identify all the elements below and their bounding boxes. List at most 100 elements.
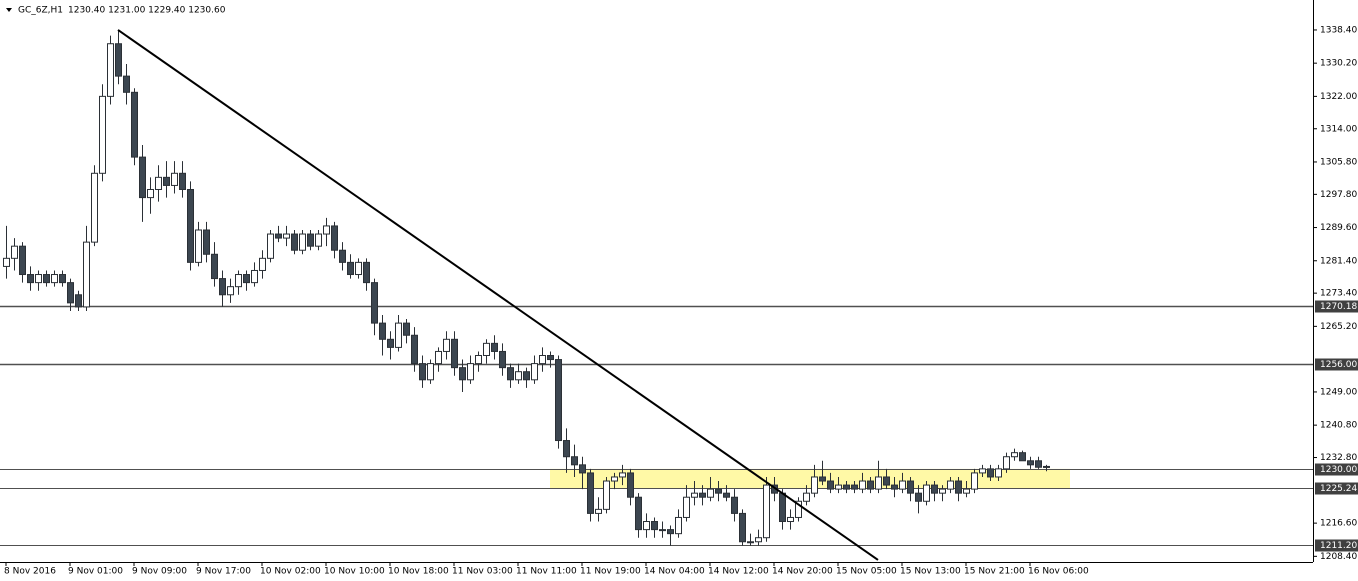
candle-body [867,480,874,490]
symbol: GC_6Z,H1 [18,6,63,16]
candle-body [523,371,530,381]
candle-body [107,43,114,97]
candle-body [43,274,50,284]
candle-body [227,286,234,296]
candle-body [627,472,634,498]
x-tick-label: 11 Nov 11:00 [516,567,577,577]
candle-body [843,484,850,490]
candle-body [219,278,226,296]
menu-arrow[interactable] [6,8,12,12]
candle-body [1043,465,1050,468]
candle-body [11,245,18,259]
candle-body [491,342,498,352]
candle-body [1027,460,1034,466]
x-tick-label: 10 Nov 10:00 [324,567,385,577]
candle-body [931,484,938,494]
candle-body [539,355,546,365]
candle-body [587,472,594,514]
candle-body [803,492,810,502]
candle-body [387,338,394,348]
x-tick-label: 11 Nov 03:00 [452,567,513,577]
y-tick-label: 1330.20 [1320,59,1357,69]
candle-body [99,95,106,174]
x-tick-label: 15 Nov 05:00 [836,567,897,577]
candle-body [891,484,898,490]
level-label: 1230.00 [1320,465,1357,475]
candle-body [307,233,314,247]
candle-body [515,371,522,381]
candle-body [139,156,146,199]
level-label-box [1315,539,1358,552]
candle-body [779,492,786,523]
y-tick-label: 1249.00 [1320,387,1357,397]
x-tick-label: 15 Nov 13:00 [900,567,961,577]
candle-body [339,249,346,263]
candle-body [923,484,930,502]
candle-body [251,269,258,284]
x-tick-label: 16 Nov 06:00 [1028,567,1089,577]
candle-body [963,488,970,494]
candle-body [459,367,466,381]
candle-body [363,261,370,284]
candle-body [675,516,682,535]
candle-body [371,282,378,324]
candle-body [531,363,538,381]
candle-body [795,500,802,518]
candle-body [611,476,618,482]
candle-body [323,225,330,235]
candle-body [171,172,178,186]
candle-body [499,350,506,369]
candle-body [235,274,242,288]
y-tick-label: 1305.80 [1320,157,1357,167]
y-tick-label: 1265.20 [1320,322,1357,332]
candle-body [283,233,290,239]
x-tick-label: 14 Nov 04:00 [644,567,705,577]
candle-body [635,496,642,531]
candle-body [259,257,266,271]
candle-body [755,537,762,543]
level-label-box [1315,300,1358,313]
candle-body [979,468,986,474]
candle-body [827,480,834,490]
level-label: 1225.24 [1320,484,1357,494]
candle-body [411,334,418,365]
candle-body [1003,456,1010,470]
candle-body [435,350,442,365]
candle-body [123,75,130,93]
candle-body [547,355,554,361]
candle-body [563,440,570,458]
x-tick-label: 10 Nov 18:00 [388,567,449,577]
candle-body [315,233,322,247]
ohlc: 1230.40 1231.00 1229.40 1230.60 [68,6,226,16]
candle-body [947,480,954,490]
candle-body [395,322,402,348]
y-tick-label: 1216.60 [1320,519,1357,529]
candle-body [379,322,386,340]
candle-body [859,480,866,490]
candle-body [427,363,434,381]
y-tick-label: 1297.80 [1320,190,1357,200]
candle-body [291,233,298,251]
candle-body [19,245,26,276]
candle-body [691,492,698,498]
y-tick-label: 1322.00 [1320,92,1357,102]
candle-body [811,476,818,494]
level-label-box [1315,463,1358,476]
candle-body [875,476,882,490]
candle-body [971,472,978,490]
candle-body [187,188,194,263]
candle-body [467,363,474,381]
candle-body [763,484,770,539]
candle-body [899,480,906,490]
candle-body [355,261,362,276]
candle-body [91,172,98,243]
candle-body [571,456,578,466]
candle-body [707,488,714,498]
level-label: 1256.00 [1320,360,1357,370]
trendline [117,29,879,561]
x-tick-label: 14 Nov 12:00 [708,567,769,577]
candle-body [27,274,34,284]
candle-body [1011,452,1018,458]
candle-body [211,253,218,280]
